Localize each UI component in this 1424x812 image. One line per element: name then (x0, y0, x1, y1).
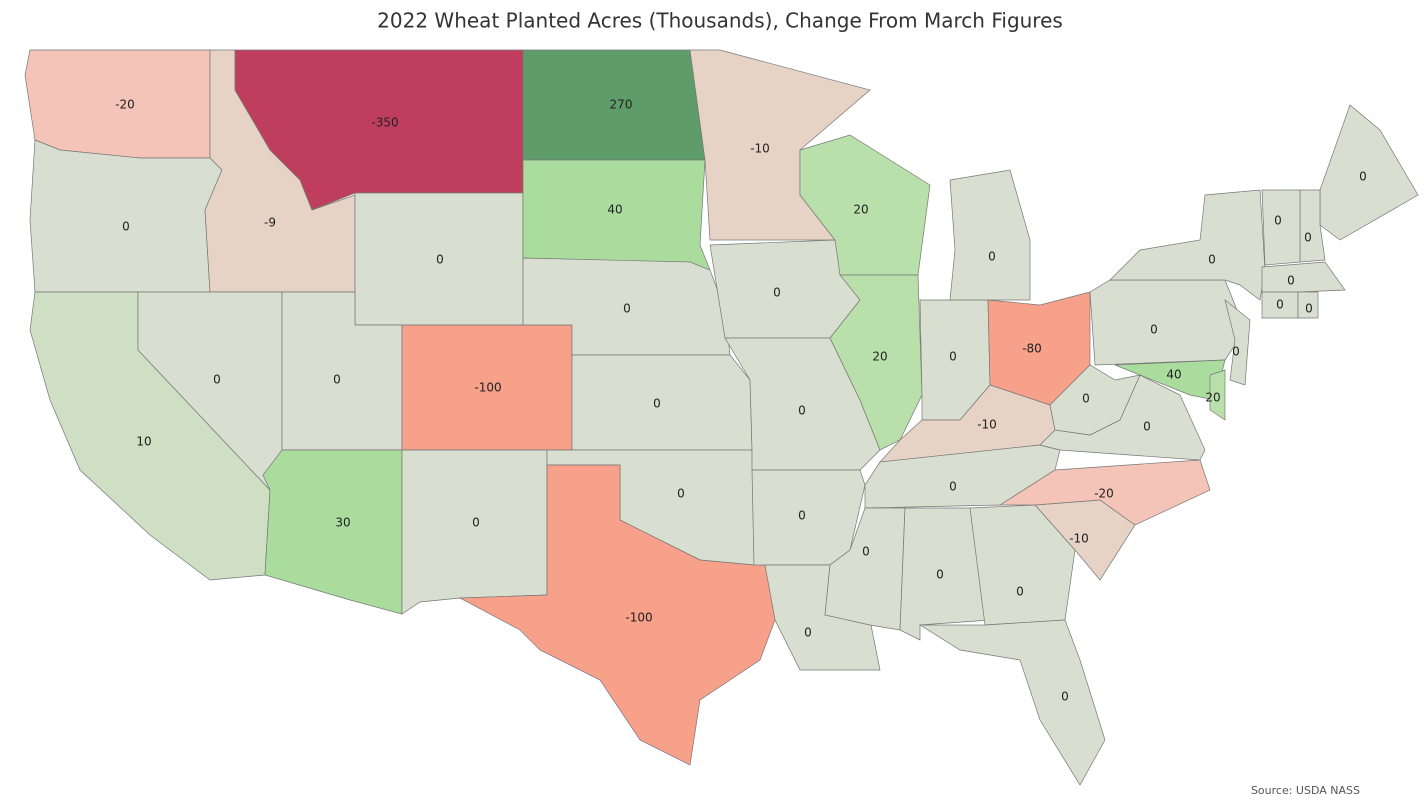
region (998, 459, 1211, 526)
region-value-label: 0 (333, 373, 341, 387)
region-value-label: 0 (988, 250, 996, 264)
region-value-label: -80 (1022, 342, 1042, 356)
region-value-label: -100 (474, 381, 501, 395)
region-value-label: 20 (853, 203, 868, 217)
region-value-label: 0 (1274, 214, 1282, 228)
region (571, 354, 753, 451)
region (918, 619, 1106, 786)
region (1224, 299, 1251, 386)
region (1297, 291, 1319, 319)
region-value-label: 0 (213, 373, 221, 387)
region-value-label: 0 (862, 545, 870, 559)
region (751, 469, 866, 566)
region-value-label: 0 (122, 220, 130, 234)
region-value-label: 0 (1208, 253, 1216, 267)
region-value-label: 40 (607, 203, 622, 217)
region-value-label: -350 (371, 116, 398, 130)
region (1261, 261, 1346, 293)
region-value-label: 10 (136, 435, 151, 449)
region-value-label: 0 (949, 480, 957, 494)
region-value-label: 0 (1232, 345, 1240, 359)
region-value-label: 0 (472, 516, 480, 530)
region-value-label: -9 (264, 216, 276, 230)
region-value-label: 0 (1276, 298, 1284, 312)
region (1261, 189, 1301, 266)
region-value-label: 0 (798, 404, 806, 418)
region-value-label: 0 (1359, 170, 1367, 184)
region-value-label: 40 (1166, 368, 1181, 382)
region-value-label: 0 (1016, 585, 1024, 599)
region-value-label: 0 (1061, 690, 1069, 704)
region-value-label: 0 (773, 286, 781, 300)
region-value-label: 30 (335, 516, 350, 530)
region-value-label: 0 (949, 350, 957, 364)
source-note: Source: USDA NASS (1251, 784, 1360, 797)
region-value-label: 20 (872, 350, 887, 364)
region-value-label: 0 (1304, 231, 1312, 245)
region (401, 449, 548, 615)
region-value-label: 0 (653, 397, 661, 411)
region (458, 464, 776, 766)
region (1109, 189, 1266, 301)
region-value-label: 0 (1150, 323, 1158, 337)
map-title: 2022 Wheat Planted Acres (Thousands), Ch… (377, 9, 1063, 33)
region (829, 274, 923, 451)
region-value-label: 0 (1082, 392, 1090, 406)
region-value-label: -20 (1094, 487, 1114, 501)
region (949, 169, 1031, 301)
region-value-label: 0 (936, 568, 944, 582)
region-value-label: -10 (750, 142, 770, 156)
region (1209, 369, 1226, 421)
region-value-label: -20 (115, 98, 135, 112)
region (969, 504, 1076, 626)
region-value-label: 270 (610, 98, 633, 112)
region-value-label: 0 (677, 487, 685, 501)
region-value-label: 0 (798, 509, 806, 523)
region-value-label: 0 (436, 253, 444, 267)
region (1049, 364, 1141, 436)
region-value-label: 0 (1305, 302, 1313, 316)
region-value-label: 0 (1287, 274, 1295, 288)
region-value-label: -100 (625, 611, 652, 625)
region-value-label: 0 (1143, 420, 1151, 434)
region (29, 139, 223, 293)
region (1114, 359, 1226, 401)
region-value-label: 0 (623, 302, 631, 316)
region-value-label: -10 (977, 418, 997, 432)
region (262, 449, 403, 615)
region (1319, 104, 1419, 241)
region-value-label: -10 (1069, 532, 1089, 546)
region-value-label: 20 (1205, 391, 1220, 405)
region-value-label: 0 (804, 626, 812, 640)
region (1089, 279, 1246, 366)
